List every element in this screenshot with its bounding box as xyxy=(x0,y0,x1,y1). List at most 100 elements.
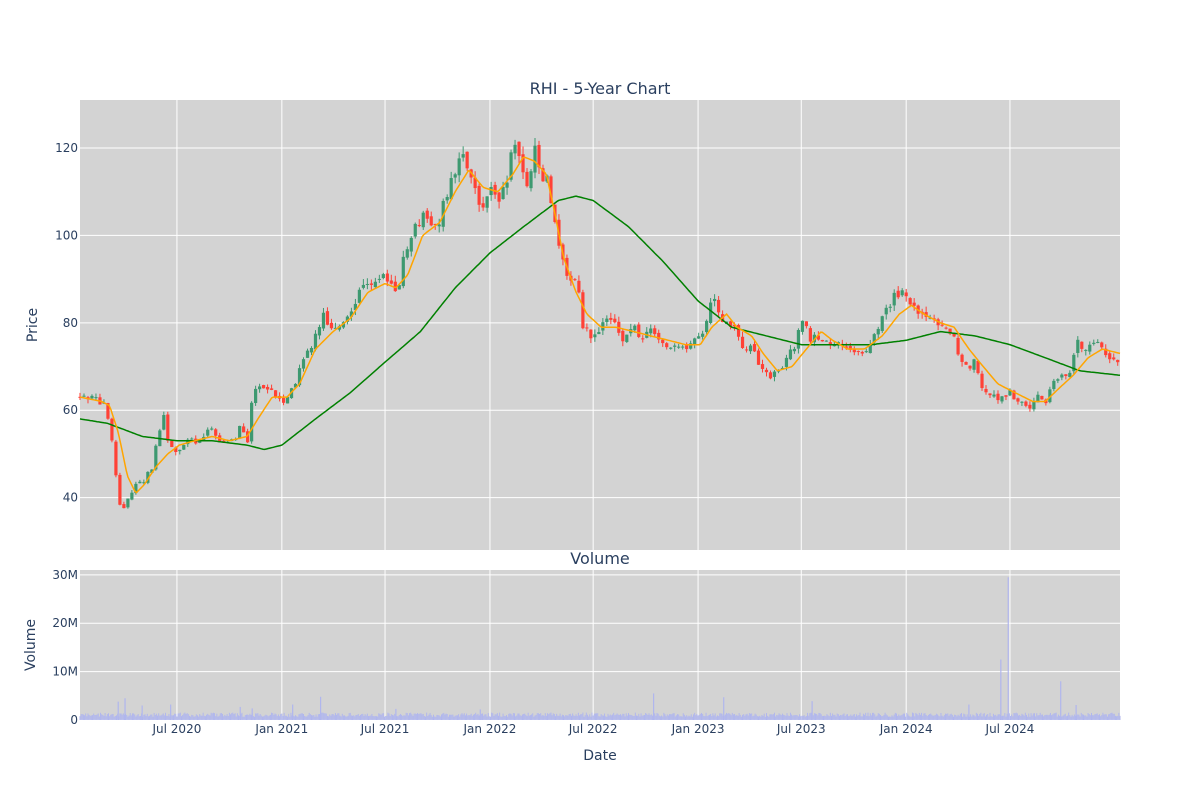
candle-body xyxy=(305,350,310,358)
candle-body xyxy=(509,152,513,180)
candle-body xyxy=(944,327,948,329)
price-gridlines xyxy=(80,100,1120,550)
candle-body xyxy=(613,318,617,323)
candle-body xyxy=(122,504,126,509)
date-x-tick-label: Jan 2021 xyxy=(254,722,308,736)
candle-body xyxy=(389,280,393,284)
candle-body xyxy=(912,302,916,306)
candle-body xyxy=(258,386,262,390)
candle-body xyxy=(549,176,553,203)
candle-body xyxy=(517,141,521,157)
candle-body xyxy=(465,151,469,169)
candle-body xyxy=(709,302,713,323)
candle-body xyxy=(425,210,429,219)
candle-body xyxy=(457,158,461,176)
candle-body xyxy=(525,171,529,187)
price-y-tick-label: 100 xyxy=(55,228,78,242)
candle-body xyxy=(649,328,653,334)
candle-body xyxy=(860,351,864,354)
candle-body xyxy=(868,344,872,354)
candle-body xyxy=(844,346,848,348)
candle-body xyxy=(437,224,441,227)
candle-body xyxy=(198,440,202,443)
candle-body xyxy=(788,349,793,360)
candle-body xyxy=(952,333,956,337)
candle-body xyxy=(1088,344,1092,352)
candle-body xyxy=(1028,404,1032,409)
candle-body xyxy=(968,365,972,369)
date-x-tick-label: Jul 2024 xyxy=(985,722,1035,736)
candle-body xyxy=(118,474,122,505)
candle-body xyxy=(505,182,509,188)
candle-body xyxy=(820,339,824,342)
date-x-axis-label: Date xyxy=(583,748,616,764)
candle-body xyxy=(1000,396,1004,402)
candle-body xyxy=(329,322,334,329)
candle-body xyxy=(689,343,693,349)
candle-body xyxy=(541,168,545,182)
candle-body xyxy=(461,154,465,158)
candle-body xyxy=(573,279,577,281)
candle-body xyxy=(325,311,330,325)
candle-body xyxy=(429,216,433,226)
candle-body xyxy=(174,447,178,453)
candle-body xyxy=(409,237,413,252)
candle-body xyxy=(493,184,497,195)
candle-body xyxy=(301,359,306,369)
candle-body xyxy=(297,368,302,386)
volume-y-tick-label: 0 xyxy=(70,713,78,727)
moving-average-long-line xyxy=(79,195,1121,451)
candle-body xyxy=(1016,398,1020,402)
price-y-tick-label: 60 xyxy=(63,403,78,417)
candle-body xyxy=(357,289,361,303)
candle-body xyxy=(533,145,537,173)
candle-body xyxy=(792,348,797,352)
candle-body xyxy=(238,425,242,439)
candle-body xyxy=(170,440,174,448)
candle-body xyxy=(242,426,246,433)
candle-body xyxy=(273,390,278,397)
candle-body xyxy=(904,292,908,297)
date-x-tick-label: Jul 2021 xyxy=(360,722,410,736)
candle-body xyxy=(537,144,541,168)
candle-body xyxy=(497,192,501,202)
candle-body xyxy=(661,339,665,344)
candle-body xyxy=(1020,401,1024,403)
candle-body xyxy=(605,318,609,323)
candle-body xyxy=(1096,341,1100,343)
candle-body xyxy=(768,372,773,379)
candle-body xyxy=(445,197,449,201)
candle-body xyxy=(381,274,385,279)
candle-body xyxy=(888,306,892,308)
candle-body xyxy=(637,324,641,337)
candle-body xyxy=(373,281,377,288)
date-x-tick-labels: Jul 2020 Jan 2021 Jul 2021 Jan 2022 Jul 2022… xyxy=(152,722,1035,736)
candle-body xyxy=(246,431,250,443)
volume-bars xyxy=(79,577,1121,720)
price-y-tick-label: 80 xyxy=(63,316,78,330)
volume-y-axis-label: Volume xyxy=(23,619,39,671)
candle-body xyxy=(377,278,381,280)
candle-body xyxy=(984,388,988,393)
candle-body xyxy=(481,203,485,208)
date-x-tick-label: Jul 2020 xyxy=(152,722,202,736)
candle-body xyxy=(593,334,597,338)
candle-body xyxy=(856,350,860,352)
candle-body xyxy=(485,196,489,208)
candle-body xyxy=(752,344,757,352)
candle-body xyxy=(828,342,832,346)
candle-body xyxy=(1040,395,1044,400)
candle-body xyxy=(473,177,477,189)
candle-body xyxy=(449,178,453,200)
candle-body xyxy=(134,483,138,494)
candle-body xyxy=(693,338,697,345)
candle-body xyxy=(1092,342,1096,344)
date-x-tick-label: Jul 2022 xyxy=(568,722,618,736)
candle-body xyxy=(1008,389,1012,396)
candle-body xyxy=(401,256,405,287)
candle-body xyxy=(190,438,194,440)
candle-body xyxy=(333,327,338,329)
candle-body xyxy=(896,290,900,298)
candle-body xyxy=(321,312,326,329)
candle-body xyxy=(657,332,661,340)
